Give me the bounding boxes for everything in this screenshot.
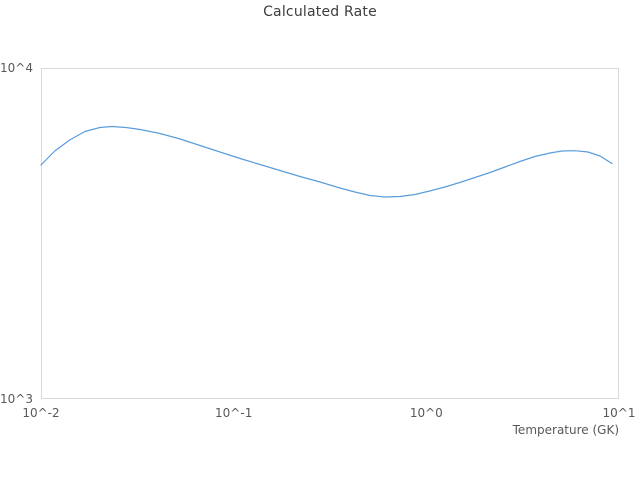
y-tick-label: 10^4 [0, 61, 33, 75]
x-tick-label: 10^-1 [215, 406, 253, 420]
x-tick-label: 10^-2 [22, 406, 60, 420]
chart-title: Calculated Rate [263, 4, 377, 20]
plot-area [41, 68, 619, 399]
y-tick-label: 10^3 [0, 392, 33, 406]
rate-line-series [40, 125, 613, 198]
x-axis-label: Temperature (GK) [512, 423, 619, 437]
x-tick-label: 10^1 [602, 406, 636, 420]
x-tick-label: 10^0 [409, 406, 443, 420]
